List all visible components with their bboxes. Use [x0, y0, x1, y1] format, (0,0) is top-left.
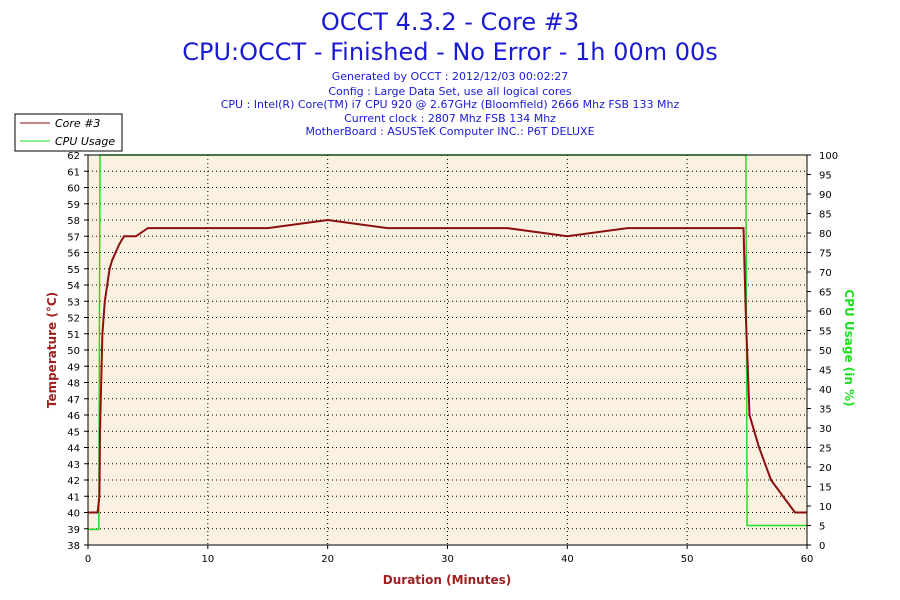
info-cpu: CPU : Intel(R) Core(TM) i7 CPU 920 @ 2.6…	[221, 98, 680, 111]
y-right-tick-label: 85	[819, 210, 832, 221]
y-left-tick-label: 49	[67, 362, 80, 373]
x-tick-label: 30	[441, 554, 454, 565]
y-right-tick-label: 75	[819, 249, 832, 260]
info-clock: Current clock : 2807 Mhz FSB 134 Mhz	[344, 112, 556, 125]
y-left-tick-label: 50	[67, 346, 80, 357]
x-tick-label: 20	[321, 554, 334, 565]
legend-label-core3: Core #3	[55, 117, 100, 130]
y-left-tick-label: 52	[67, 314, 80, 325]
y-left-tick-label: 61	[67, 167, 80, 178]
y-right-tick-label: 95	[819, 171, 832, 182]
y-right-tick-label: 0	[819, 541, 825, 552]
y-right-tick-label: 65	[819, 288, 832, 299]
x-axis-label: Duration (Minutes)	[383, 573, 511, 587]
y-right-tick-label: 10	[819, 502, 832, 513]
x-axis-ticks: 0 10 20 30 40 50 60	[85, 545, 814, 565]
y-left-tick-label: 43	[67, 460, 80, 471]
y-right-tick-label: 30	[819, 424, 832, 435]
y-right-axis-ticks: 0 5 10 15 20 25 30 35 40 45 50 55 60 65 70 75 80 85 90 95 10…	[807, 151, 838, 552]
y-right-tick-label: 90	[819, 190, 832, 201]
y-right-tick-label: 35	[819, 405, 832, 416]
y-right-tick-label: 20	[819, 463, 832, 474]
y-left-axis-label: Temperature (°C)	[45, 292, 59, 408]
x-tick-label: 50	[681, 554, 694, 565]
y-left-tick-label: 58	[67, 216, 80, 227]
y-left-tick-label: 53	[67, 297, 80, 308]
y-right-tick-label: 100	[819, 151, 838, 162]
y-right-tick-label: 50	[819, 346, 832, 357]
y-left-tick-label: 42	[67, 476, 80, 487]
x-tick-label: 0	[85, 554, 91, 565]
info-generated: Generated by OCCT : 2012/12/03 00:02:27	[332, 70, 569, 83]
y-left-tick-label: 59	[67, 200, 80, 211]
y-left-tick-label: 51	[67, 330, 80, 341]
info-config: Config : Large Data Set, use all logical…	[328, 85, 572, 98]
y-left-tick-label: 60	[67, 184, 80, 195]
y-left-axis-ticks: 38 39 40 41 42 43 44 45 46 47 48 49 50 51 52 53 54 55 56 57…	[67, 151, 88, 552]
info-motherboard: MotherBoard : ASUSTeK Computer INC.: P6T…	[305, 125, 594, 138]
y-left-tick-label: 45	[67, 427, 80, 438]
x-tick-label: 60	[801, 554, 814, 565]
legend: Core #3 CPU Usage	[14, 113, 123, 152]
x-tick-label: 10	[201, 554, 214, 565]
legend-box	[14, 113, 123, 152]
y-right-tick-label: 60	[819, 307, 832, 318]
y-left-tick-label: 57	[67, 232, 80, 243]
chart-title: OCCT 4.3.2 - Core #3	[321, 8, 579, 36]
y-left-tick-label: 47	[67, 395, 80, 406]
y-right-tick-label: 45	[819, 366, 832, 377]
y-left-tick-label: 46	[67, 411, 80, 422]
y-left-tick-label: 41	[67, 492, 80, 503]
y-left-tick-label: 44	[67, 444, 80, 455]
y-left-tick-label: 48	[67, 379, 80, 390]
y-left-tick-label: 56	[67, 249, 80, 260]
chart-subtitle: CPU:OCCT - Finished - No Error - 1h 00m …	[182, 38, 718, 66]
plot-area	[87, 154, 808, 546]
y-left-tick-label: 54	[67, 281, 80, 292]
y-right-axis-label: CPU Usage (in %)	[842, 289, 856, 406]
y-left-tick-label: 62	[67, 151, 80, 162]
y-right-tick-label: 15	[819, 483, 832, 494]
y-left-tick-label: 55	[67, 265, 80, 276]
y-right-tick-label: 80	[819, 229, 832, 240]
y-left-tick-label: 40	[67, 509, 80, 520]
y-right-tick-label: 55	[819, 327, 832, 338]
y-right-tick-label: 25	[819, 444, 832, 455]
core3-temperature-line	[88, 218, 807, 514]
x-tick-label: 40	[561, 554, 574, 565]
y-right-tick-label: 40	[819, 385, 832, 396]
y-left-tick-label: 39	[67, 525, 80, 536]
y-right-tick-label: 5	[819, 522, 825, 533]
legend-label-cpu-usage: CPU Usage	[55, 135, 115, 148]
y-right-tick-label: 70	[819, 268, 832, 279]
y-left-tick-label: 38	[67, 541, 80, 552]
